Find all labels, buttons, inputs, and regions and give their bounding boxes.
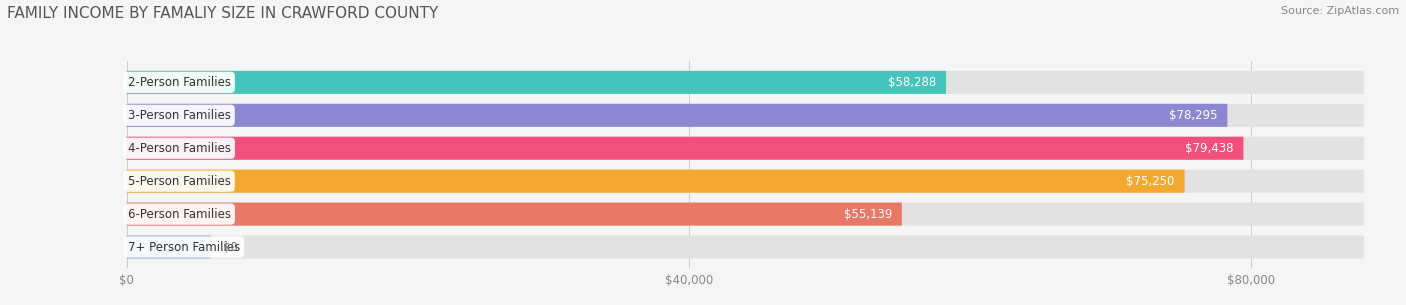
Text: 5-Person Families: 5-Person Families [128, 175, 231, 188]
Text: 2-Person Families: 2-Person Families [128, 76, 231, 89]
Text: 4-Person Families: 4-Person Families [128, 142, 231, 155]
FancyBboxPatch shape [127, 235, 1364, 259]
FancyBboxPatch shape [127, 104, 1227, 127]
Text: 3-Person Families: 3-Person Families [128, 109, 231, 122]
Text: $78,295: $78,295 [1168, 109, 1218, 122]
Text: FAMILY INCOME BY FAMALIY SIZE IN CRAWFORD COUNTY: FAMILY INCOME BY FAMALIY SIZE IN CRAWFOR… [7, 6, 439, 21]
FancyBboxPatch shape [127, 203, 1364, 226]
FancyBboxPatch shape [127, 71, 946, 94]
Text: $55,139: $55,139 [844, 208, 891, 221]
Text: $0: $0 [224, 241, 238, 253]
Text: $79,438: $79,438 [1185, 142, 1233, 155]
FancyBboxPatch shape [127, 137, 1243, 160]
Text: 7+ Person Families: 7+ Person Families [128, 241, 240, 253]
FancyBboxPatch shape [127, 71, 1364, 94]
FancyBboxPatch shape [127, 170, 1364, 193]
Text: Source: ZipAtlas.com: Source: ZipAtlas.com [1281, 6, 1399, 16]
Text: 6-Person Families: 6-Person Families [128, 208, 231, 221]
FancyBboxPatch shape [127, 137, 1364, 160]
Text: $58,288: $58,288 [889, 76, 936, 89]
FancyBboxPatch shape [127, 203, 901, 226]
FancyBboxPatch shape [127, 235, 211, 259]
Text: $75,250: $75,250 [1126, 175, 1174, 188]
FancyBboxPatch shape [127, 170, 1184, 193]
FancyBboxPatch shape [127, 104, 1364, 127]
